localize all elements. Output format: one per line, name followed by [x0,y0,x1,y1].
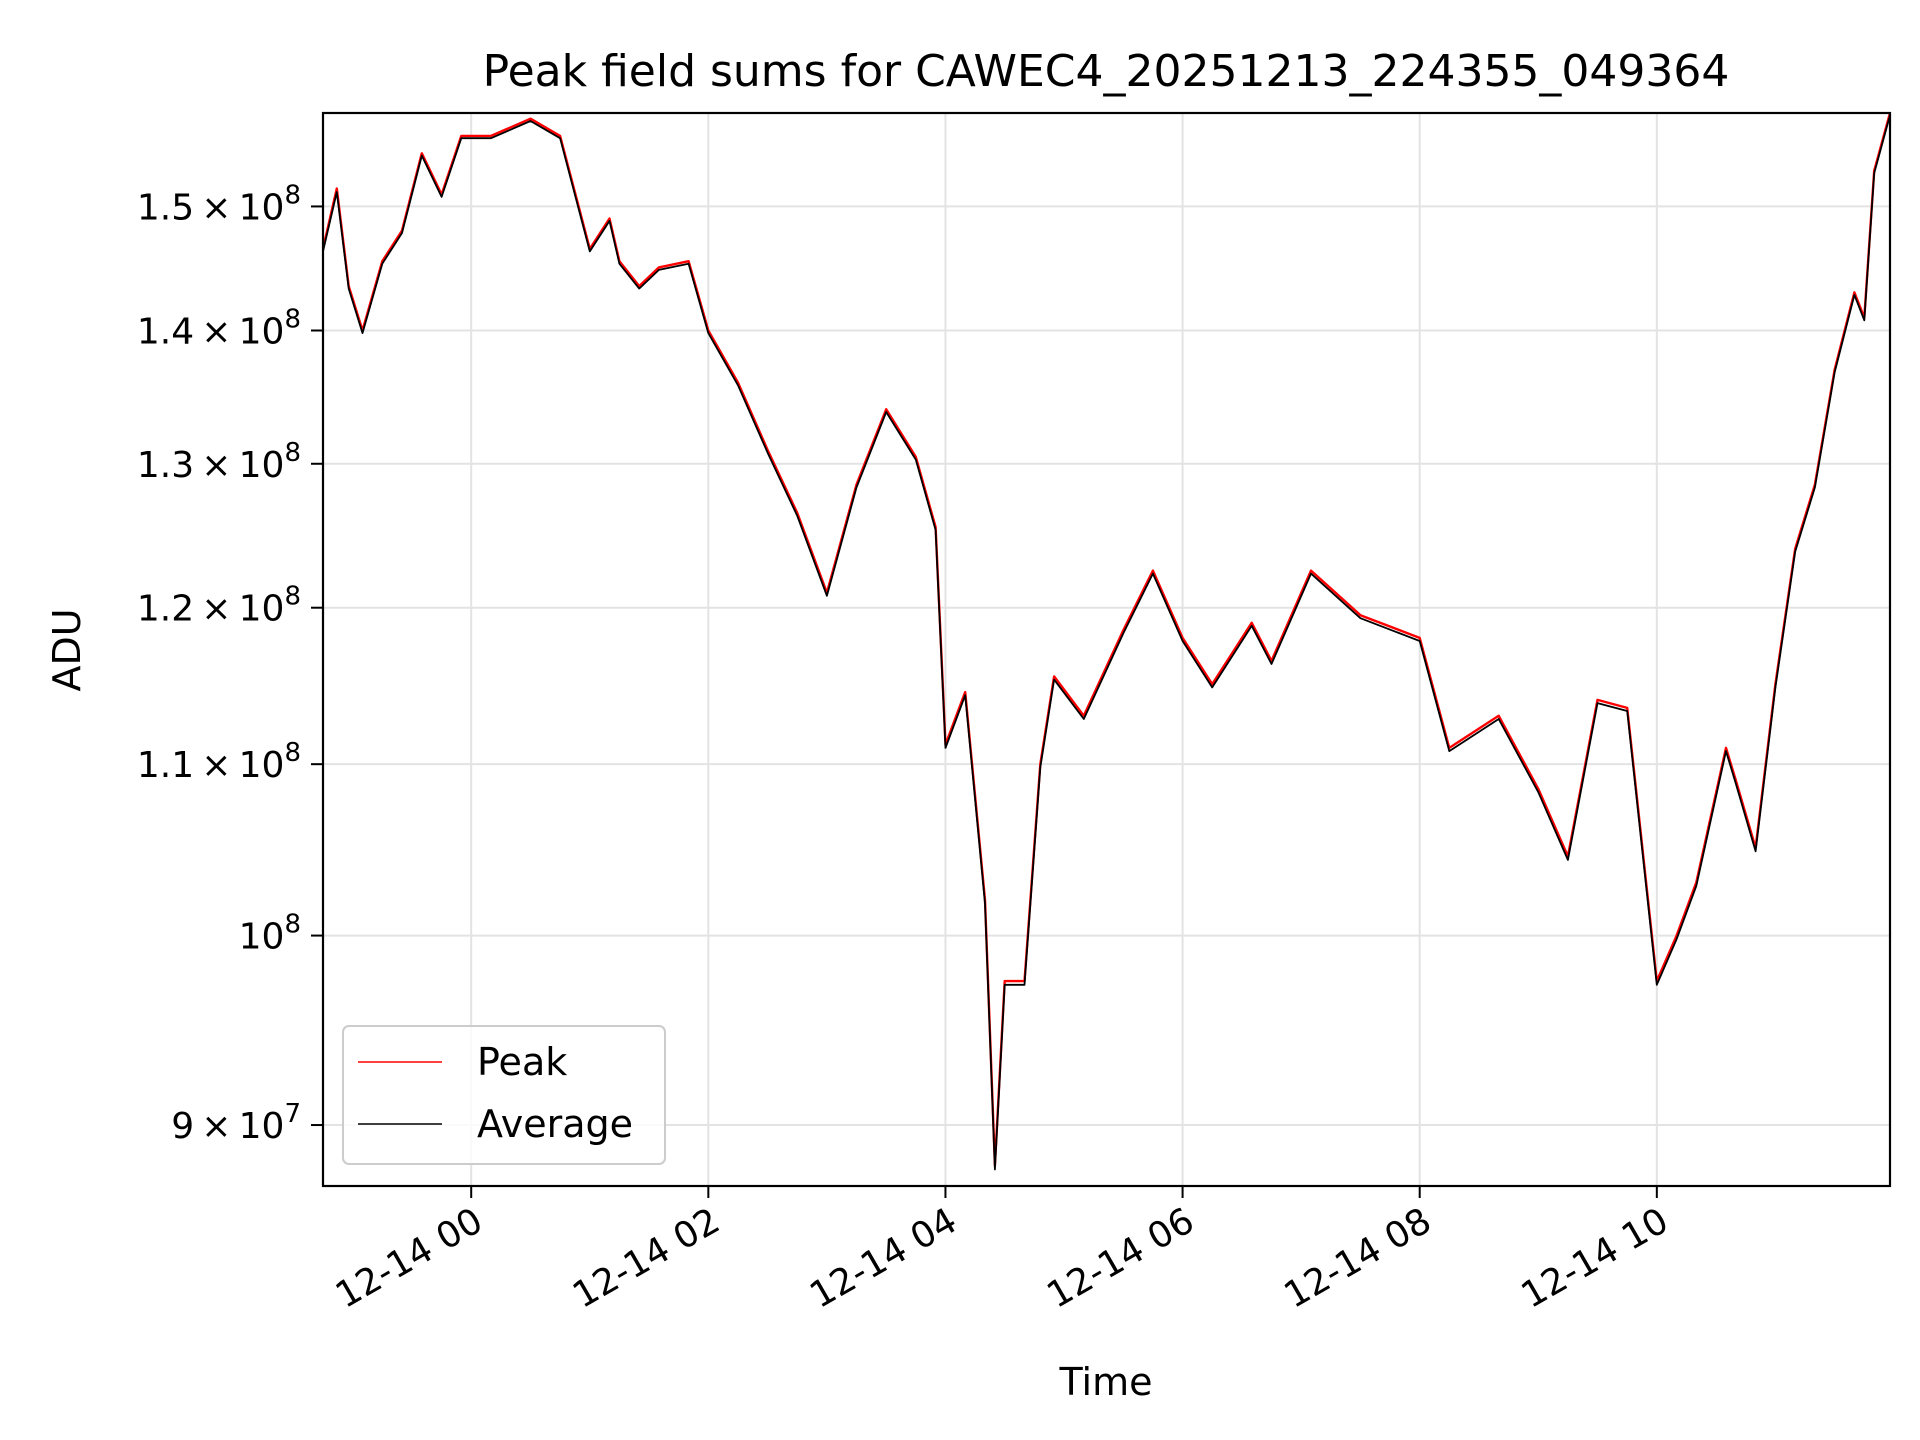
legend-box [342,1025,666,1165]
chart-title: Peak field sums for CAWEC4_20251213_2243… [483,46,1730,97]
legend-label-average: Average [477,1102,633,1146]
series-layer [323,113,1890,1171]
legend: Peak Average [342,1025,666,1165]
y-tick-label: 9 × 107 [171,1099,301,1147]
y-axis-label: ADU [45,608,89,691]
legend-label-peak: Peak [477,1040,567,1084]
x-axis-label: Time [1059,1360,1153,1404]
series-line-average [323,115,1890,1171]
plot-frame [321,111,1892,1188]
y-tick-label: 1.3 × 108 [137,438,301,486]
y-axis: 9 × 107 108 1.1 × 108 1.2 × 108 1.3 × 108 1.4… [137,180,323,1147]
y-tick-label: 1.1 × 108 [137,738,301,786]
grid [323,113,1890,1186]
y-tick-label: 1.4 × 108 [137,305,301,353]
y-tick-label: 108 [239,910,301,958]
y-tick-label: 1.5 × 108 [137,180,301,228]
y-tick-label: 1.2 × 108 [137,582,301,630]
